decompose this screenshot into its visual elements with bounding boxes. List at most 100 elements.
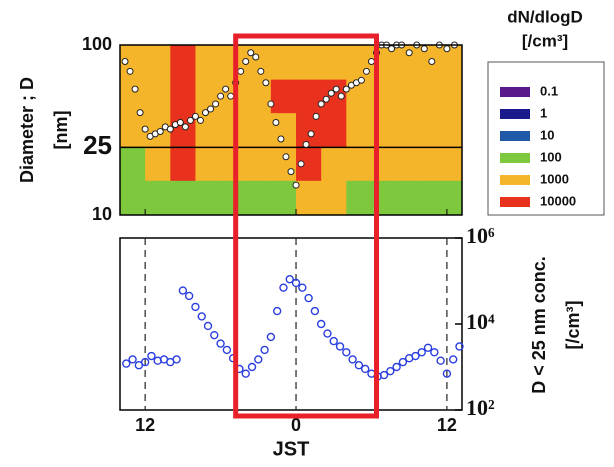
size-point: [217, 92, 225, 100]
size-point: [222, 85, 230, 93]
conc-point: [272, 306, 282, 316]
heatmap-cell: [396, 180, 423, 216]
conc-point: [184, 291, 194, 301]
size-point: [307, 130, 315, 138]
conc-point: [448, 355, 458, 364]
heatmap-cell: [120, 147, 146, 181]
size-point: [272, 119, 280, 127]
y-tick-label: 10⁶: [466, 223, 495, 248]
size-point: [126, 67, 134, 75]
legend-label: 1000: [540, 171, 569, 186]
size-point: [257, 67, 265, 75]
conc-point: [329, 336, 338, 346]
size-point: [242, 57, 250, 65]
heatmap-cell: [321, 112, 347, 148]
size-point: [327, 89, 335, 97]
heatmap-cell: [195, 147, 222, 181]
heatmap-cell: [270, 45, 297, 80]
size-point: [420, 45, 428, 53]
heatmap-cell: [245, 112, 272, 148]
heatmap-cell: [170, 180, 196, 216]
conc-point: [310, 306, 320, 316]
conc-point: [254, 355, 263, 364]
conc-point: [210, 330, 219, 340]
legend-swatch: [500, 175, 530, 185]
size-point: [181, 123, 189, 131]
conc-point: [386, 366, 395, 376]
colorbar-unit: [/cm³]: [522, 31, 568, 50]
conc-point: [122, 359, 131, 368]
y2-axis-label: D < 25 nm conc.: [529, 256, 549, 394]
conc-point: [203, 321, 213, 331]
conc-point: [266, 332, 276, 342]
conc-point: [304, 293, 313, 303]
conc-point: [191, 302, 200, 312]
size-point: [277, 135, 285, 143]
conc-point: [140, 357, 150, 367]
heatmap-cell: [145, 180, 171, 216]
size-point: [357, 76, 365, 84]
size-point: [322, 95, 330, 103]
conc-point: [128, 355, 137, 364]
conc-point: [172, 355, 181, 364]
size-point: [186, 116, 194, 124]
conc-point: [335, 342, 345, 351]
legend-swatch: [500, 87, 530, 97]
conc-point: [147, 351, 156, 361]
heatmap-cell: [321, 147, 347, 181]
size-point: [191, 112, 199, 120]
conc-point: [178, 286, 188, 295]
y-axis-label: Diameter ; D: [17, 77, 37, 183]
size-point: [302, 140, 310, 148]
heatmap-cell: [321, 180, 347, 216]
size-point: [212, 100, 220, 108]
heatmap-cell: [396, 79, 423, 114]
conc-point: [291, 278, 301, 288]
conc-point: [360, 364, 370, 374]
heatmap-cell: [296, 180, 322, 216]
conc-point: [316, 319, 326, 329]
plot-frame: [119, 237, 463, 411]
heatmap-cell: [195, 180, 222, 216]
heatmap-cell: [170, 147, 196, 181]
size-point: [196, 116, 204, 124]
heatmap-cell: [346, 147, 372, 181]
conc-point: [436, 356, 445, 365]
x-tick-label: 12: [437, 415, 457, 435]
size-point: [362, 67, 370, 75]
heatmap-cell: [396, 147, 423, 181]
size-point: [367, 57, 375, 65]
conc-point: [285, 275, 294, 284]
colorbar-title: dN/dlogD: [507, 7, 583, 26]
y-axis-label: [nm]: [51, 111, 71, 150]
heatmap-cell: [245, 147, 272, 181]
conc-point: [342, 348, 351, 357]
legend-swatch: [500, 109, 530, 119]
heatmap-cell: [296, 79, 322, 114]
conc-point: [298, 283, 307, 292]
legend-label: 1: [540, 105, 547, 120]
size-point: [292, 181, 300, 189]
size-point: [121, 57, 129, 65]
size-point: [312, 112, 320, 120]
conc-point: [247, 362, 257, 372]
heatmap-cell: [396, 112, 423, 148]
conc-point: [411, 351, 420, 361]
heatmap-cell: [270, 79, 297, 114]
conc-point: [323, 329, 332, 338]
conc-point: [222, 345, 232, 355]
size-point: [131, 85, 139, 93]
size-point: [166, 125, 174, 133]
heatmap-cell: [421, 147, 463, 181]
heatmap-cell: [270, 147, 297, 181]
conc-point: [216, 339, 225, 348]
heatmap-cell: [245, 180, 272, 216]
heatmap-cell: [421, 45, 463, 80]
conc-point: [379, 370, 389, 380]
size-point: [342, 85, 350, 93]
heatmap-cell: [321, 45, 347, 80]
conc-point: [241, 369, 250, 378]
heatmap-cell: [195, 45, 222, 80]
size-point: [317, 100, 325, 108]
